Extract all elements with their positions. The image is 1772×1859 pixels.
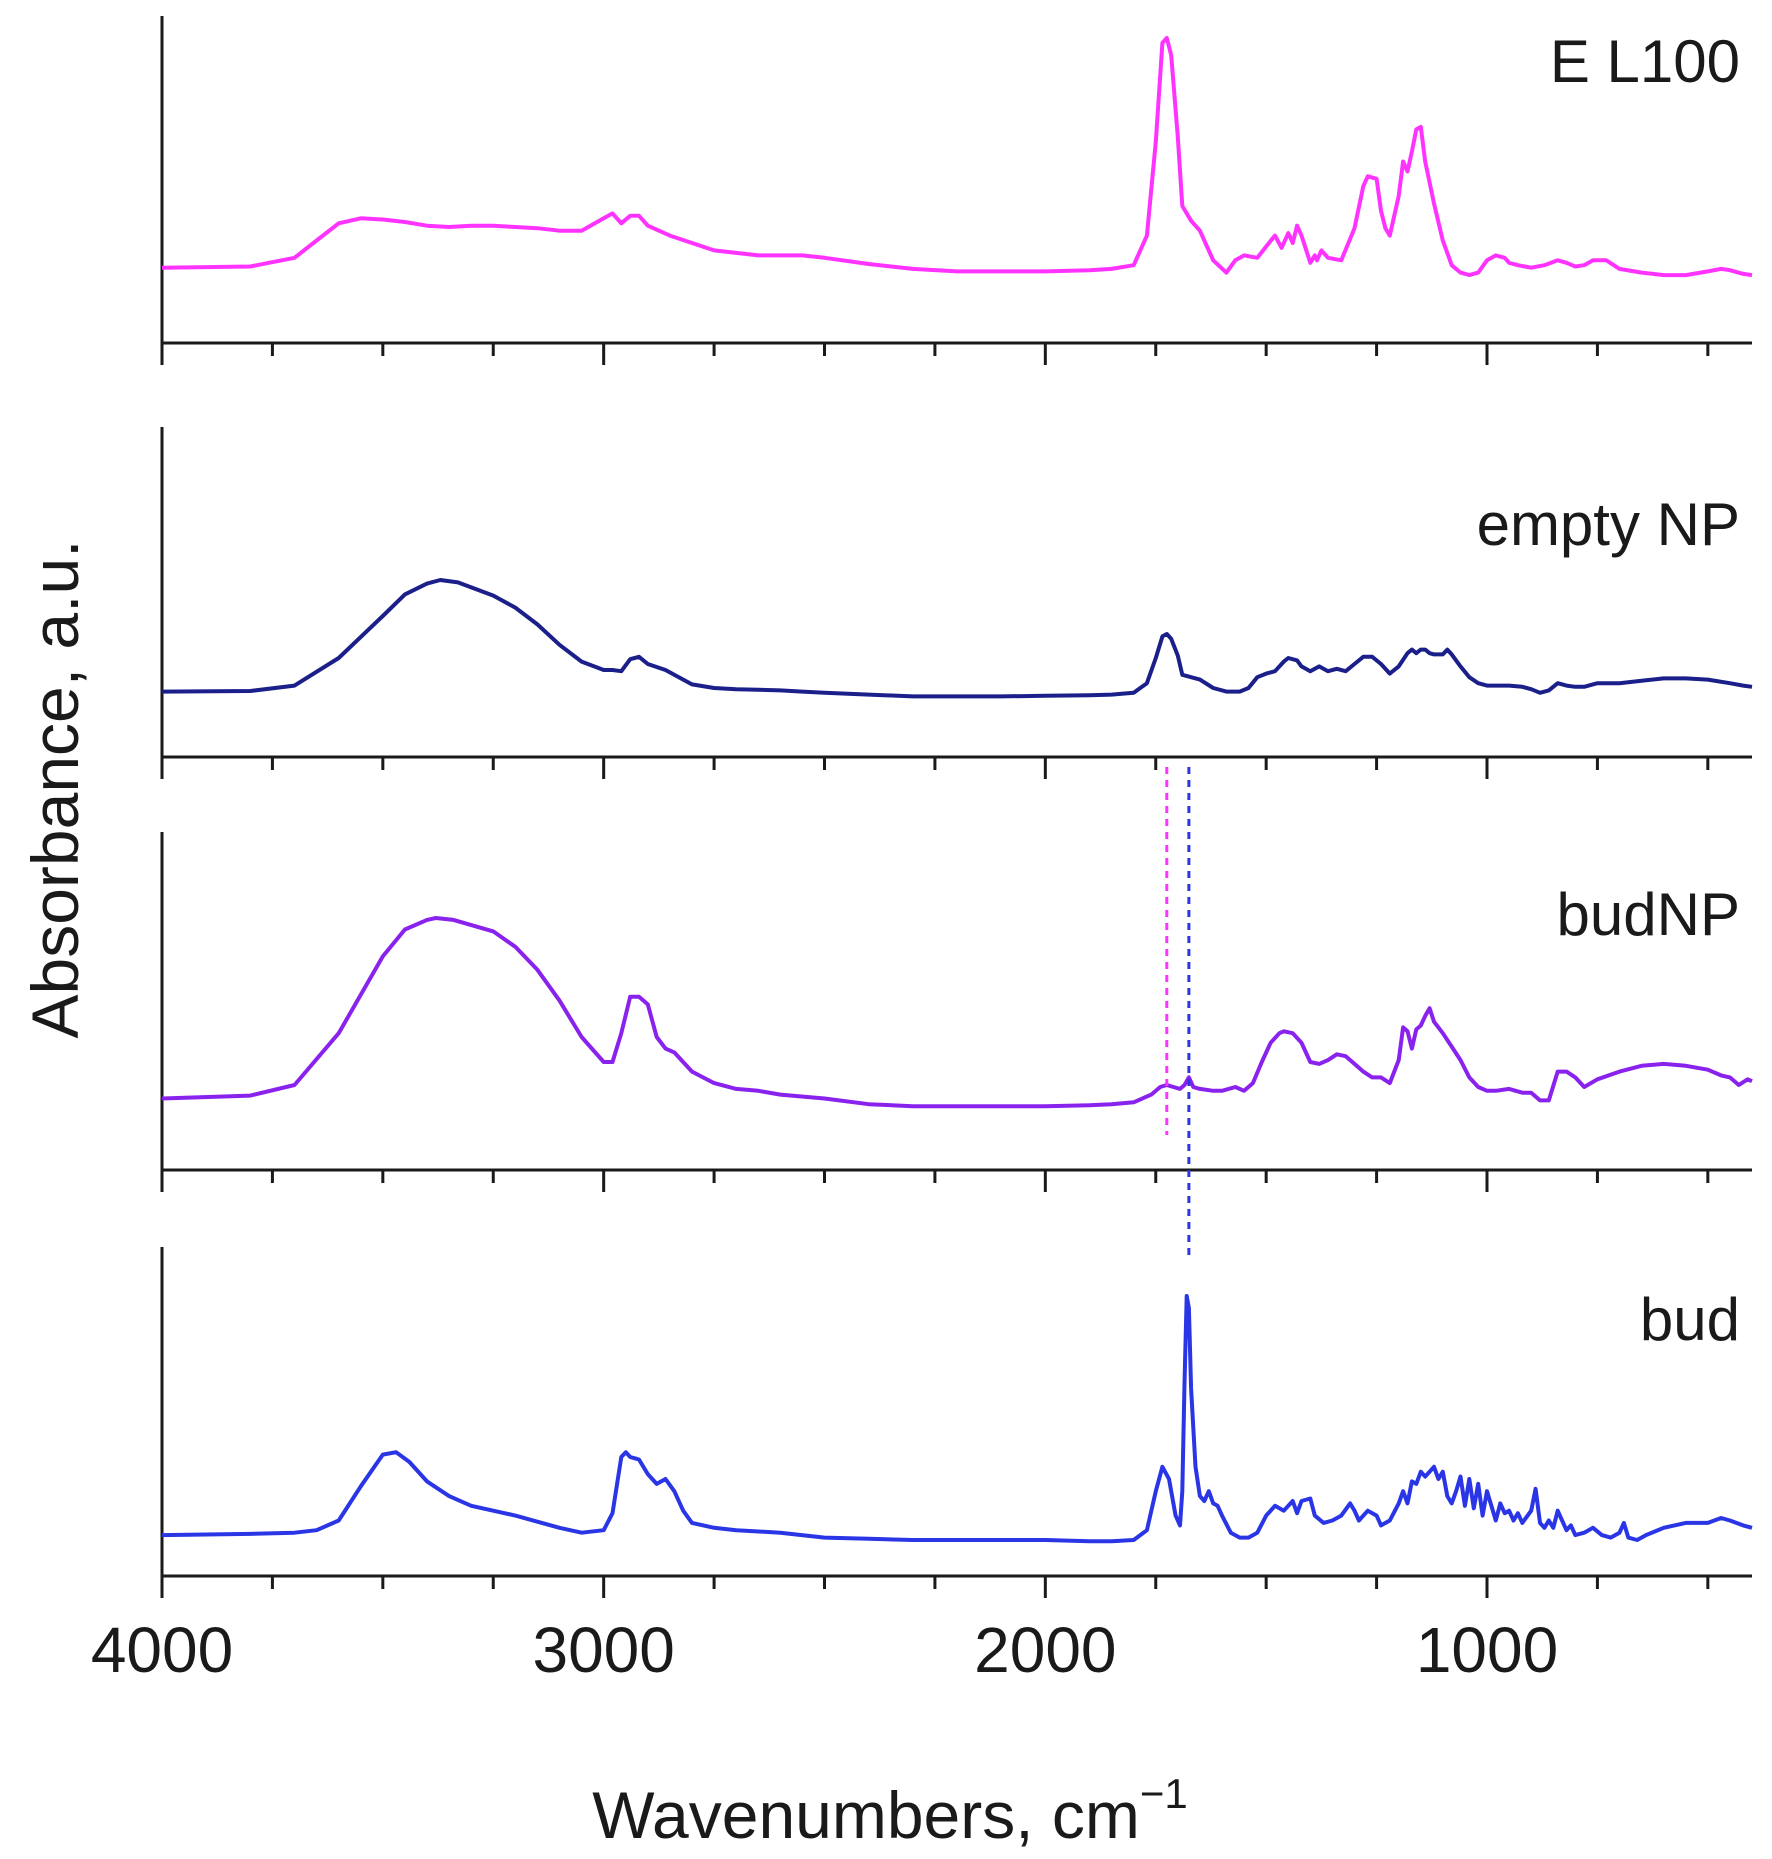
series-line-2 bbox=[161, 578, 1753, 699]
x-axis-title-superscript: −1 bbox=[1140, 1770, 1188, 1817]
series-label: bud bbox=[1640, 1286, 1740, 1353]
x-tick-label: 2000 bbox=[974, 1614, 1116, 1686]
series-label: budNP bbox=[1557, 881, 1740, 948]
x-tick-label: 4000 bbox=[91, 1614, 233, 1686]
x-tick-label: 1000 bbox=[1416, 1614, 1558, 1686]
panel-4: bud bbox=[160, 1247, 1753, 1598]
series-line-1 bbox=[161, 36, 1753, 278]
series-line-4 bbox=[161, 1294, 1753, 1544]
panel-1: E L100 bbox=[160, 16, 1753, 365]
x-axis-title-text: Wavenumbers, cm bbox=[592, 1778, 1140, 1852]
panel-2: empty NP bbox=[160, 427, 1753, 779]
panel-3: budNP bbox=[160, 832, 1753, 1192]
series-label: E L100 bbox=[1550, 28, 1740, 95]
series-line-3 bbox=[161, 916, 1753, 1109]
y-axis-title: Absorbance, a.u. bbox=[18, 540, 92, 1039]
x-tick-label: 3000 bbox=[532, 1614, 674, 1686]
series-label: empty NP bbox=[1477, 491, 1740, 558]
x-axis-title: Wavenumbers, cm−1 bbox=[592, 1770, 1188, 1852]
